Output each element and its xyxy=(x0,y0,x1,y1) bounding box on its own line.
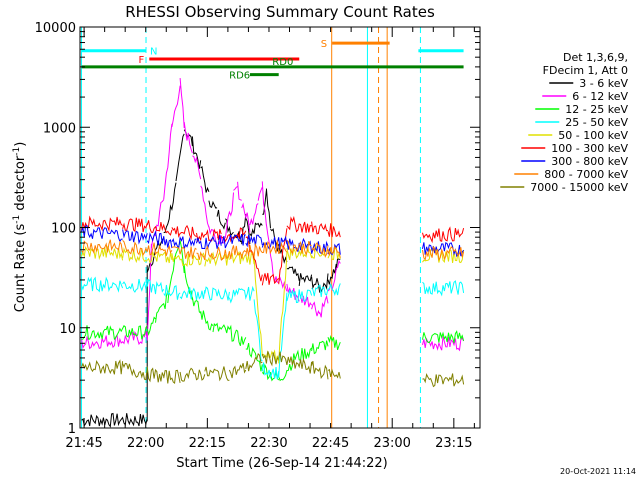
y-tick-label: 1000 xyxy=(43,121,76,136)
y-tick-label: 10000 xyxy=(35,21,76,36)
legend-entry-9: 7000 - 15000 keV xyxy=(530,181,628,194)
series-line-4 xyxy=(81,276,465,380)
series-line-6 xyxy=(81,215,465,286)
legend-entry-4: 25 - 50 keV xyxy=(565,116,628,129)
legend-header-2: FDecim 1, Att 0 xyxy=(543,64,628,77)
y-tick-label: 1 xyxy=(68,422,76,437)
x-tick-label: 22:45 xyxy=(312,436,349,451)
x-tick-label: 23:00 xyxy=(373,436,410,451)
legend-entry-5: 50 - 100 keV xyxy=(558,129,628,142)
series-line-2 xyxy=(81,78,465,352)
flag-label-n: N xyxy=(150,47,157,58)
x-tick-label: 23:15 xyxy=(435,436,472,451)
legend-entry-1: 3 - 6 keV xyxy=(579,77,628,90)
chart-title: RHESSI Observing Summary Count Rates xyxy=(125,3,435,21)
series-group xyxy=(81,27,465,428)
flag-label-rd6: RD6 xyxy=(229,71,250,82)
legend-entry-7: 300 - 800 keV xyxy=(551,155,628,168)
series-line-1 xyxy=(81,129,341,428)
plot-area: NF S RD0 RD6 1 10 100 1000 10000 21:45 22:00 22:15 2… xyxy=(35,21,481,451)
x-axis-label: Start Time (26-Sep-14 21:44:22) xyxy=(176,456,387,471)
flag-label-rd0: RD0 xyxy=(272,57,293,68)
flag-label-f: F xyxy=(139,55,145,66)
x-tick-label: 22:15 xyxy=(189,436,226,451)
x-tick-label: 21:45 xyxy=(65,436,102,451)
y-tick-label: 10 xyxy=(59,322,76,337)
legend-entry-2: 6 - 12 keV xyxy=(572,90,628,103)
timestamp: 20-Oct-2021 11:14 xyxy=(560,467,636,476)
legend-entry-6: 100 - 300 keV xyxy=(551,142,628,155)
y-tick-label: 100 xyxy=(51,222,76,237)
legend-entry-8: 800 - 7000 keV xyxy=(544,168,628,181)
series-line-9 xyxy=(81,351,465,388)
x-tick-label: 22:00 xyxy=(127,436,164,451)
flag-label-s: S xyxy=(321,39,327,50)
legend-header-1: Det 1,3,6,9, xyxy=(563,51,628,64)
y-axis-label: Count Rate (s-1 detector-1) xyxy=(12,142,28,313)
legend-entry-3: 12 - 25 keV xyxy=(565,103,628,116)
series-line-5 xyxy=(81,244,465,364)
series-line-8 xyxy=(81,239,465,262)
x-tick-label: 22:30 xyxy=(250,436,287,451)
